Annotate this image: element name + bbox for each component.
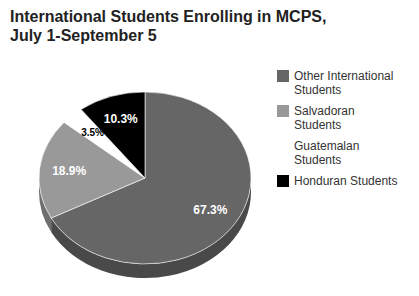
data-label: 3.5%	[81, 127, 104, 138]
text-line: Guatemalan	[294, 139, 359, 153]
text-line: July 1-September 5	[10, 27, 157, 44]
text-line: Other International	[294, 69, 393, 83]
legend-swatch	[277, 140, 289, 152]
data-label: 67.3%	[193, 203, 227, 217]
legend-swatch	[277, 70, 289, 82]
text-line: Honduran Students	[294, 174, 397, 188]
legend-label: Honduran Students	[294, 174, 397, 188]
legend-swatch	[277, 105, 289, 117]
text-line: Students	[294, 118, 341, 132]
legend-label: GuatemalanStudents	[294, 139, 359, 167]
pie-slice	[51, 92, 251, 264]
text-line: Students	[294, 83, 341, 97]
legend: Other InternationalStudentsSalvadoranStu…	[277, 69, 397, 188]
legend-label: SalvadoranStudents	[294, 104, 355, 132]
legend-swatch	[277, 175, 289, 187]
pie-slice	[81, 92, 145, 178]
text-line: Salvadoran	[294, 104, 355, 118]
chart: International Students Enrolling in MCPS…	[0, 0, 419, 296]
legend-label: Other InternationalStudents	[294, 69, 393, 97]
data-label: 18.9%	[52, 164, 86, 178]
text-line: International Students Enrolling in MCPS…	[10, 8, 326, 25]
text-line: Students	[294, 153, 341, 167]
data-label: 10.3%	[104, 112, 138, 126]
chart-title: International Students Enrolling in MCPS…	[10, 8, 326, 44]
pie-slices	[39, 92, 251, 264]
data-labels: 67.3% 18.9% 3.5%10.3%	[52, 112, 228, 217]
